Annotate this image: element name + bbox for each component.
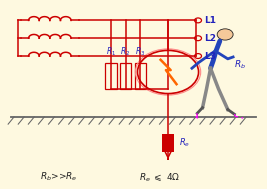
Text: $R_b$>>$R_e$: $R_b$>>$R_e$ <box>40 171 78 183</box>
Text: $R_2$: $R_2$ <box>120 45 131 58</box>
Text: L1: L1 <box>204 16 216 25</box>
Bar <box>135 63 146 89</box>
Text: $R_b$: $R_b$ <box>234 58 246 71</box>
Text: $R_e$: $R_e$ <box>179 137 190 149</box>
Text: $R_3$: $R_3$ <box>135 45 145 58</box>
Circle shape <box>217 29 233 40</box>
Bar <box>162 134 174 152</box>
Text: L3: L3 <box>204 52 216 60</box>
Bar <box>105 63 116 89</box>
Text: $R_e$ $\leqslant$ 4$\Omega$: $R_e$ $\leqslant$ 4$\Omega$ <box>139 171 181 183</box>
Text: $R_1$: $R_1$ <box>106 45 116 58</box>
Text: L2: L2 <box>204 34 216 43</box>
Bar <box>120 63 131 89</box>
